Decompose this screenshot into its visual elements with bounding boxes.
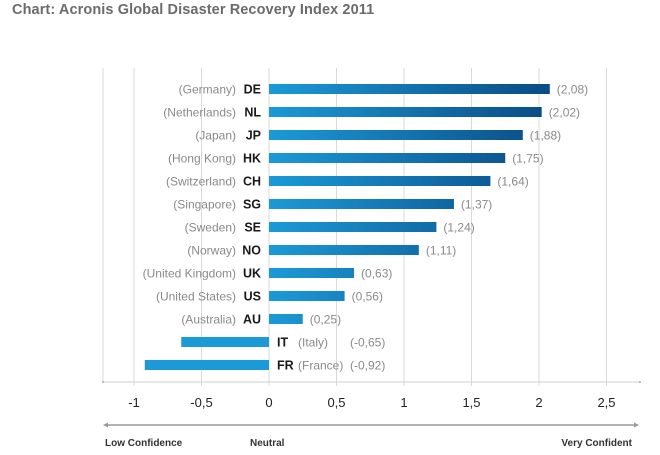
data-label: (1,88) — [530, 129, 561, 143]
category-code: AU — [243, 313, 261, 327]
bar-jp — [269, 130, 523, 140]
x-tick-label: -0,5 — [190, 395, 212, 410]
confidence-scale: Low Confidence Neutral Very Confident — [103, 422, 639, 449]
category-country: (Italy) — [298, 336, 328, 350]
category-country: (Singapore) — [173, 198, 236, 212]
data-label: (0,56) — [352, 290, 383, 304]
category-code: US — [244, 290, 261, 304]
category-country: (France) — [298, 359, 343, 373]
category-code: SE — [244, 221, 261, 235]
x-tick-label: -1 — [128, 395, 140, 410]
bar-de — [269, 84, 550, 94]
data-label: (1,64) — [497, 175, 528, 189]
category-code: NL — [244, 106, 261, 120]
x-tick-label: 2 — [535, 395, 542, 410]
data-label: (1,11) — [426, 244, 456, 258]
category-code: DE — [244, 83, 261, 97]
category-code: IT — [277, 336, 288, 350]
category-country: (Switzerland) — [166, 175, 236, 189]
data-label: (2,02) — [549, 106, 580, 120]
category-code: SG — [243, 198, 261, 212]
data-label: (1,75) — [512, 152, 543, 166]
data-label: (-0,92) — [350, 359, 385, 373]
bar-au — [269, 314, 303, 324]
category-code: NO — [242, 244, 261, 258]
x-axis: -1 -0,5 0 0,5 1 1,5 2 2,5 — [102, 381, 641, 410]
bar-ch — [269, 176, 491, 186]
bar-hk — [269, 153, 506, 163]
category-code: HK — [243, 152, 261, 166]
category-country: (United States) — [156, 290, 236, 304]
x-tick-label: 1,5 — [462, 395, 480, 410]
category-code: FR — [277, 359, 294, 373]
bar-labels: DE (Germany) (2,08) NL (Netherlands) (2,02) JP… — [143, 83, 589, 373]
bar-fr — [144, 360, 269, 370]
data-label: (1,37) — [461, 198, 492, 212]
scale-label-high: Very Confident — [561, 438, 632, 449]
bar-no — [269, 245, 419, 255]
category-country: (Hong Kong) — [168, 152, 236, 166]
x-tick-label: 0,5 — [327, 395, 345, 410]
arrow-left-icon — [103, 422, 108, 428]
data-label: (-0,65) — [350, 336, 385, 350]
category-country: (Netherlands) — [163, 106, 236, 120]
bar-se — [269, 222, 437, 232]
x-tick-label: 2,5 — [597, 395, 615, 410]
bars — [144, 84, 550, 370]
bar-it — [181, 337, 269, 347]
bar-uk — [269, 268, 355, 278]
bar-us — [269, 291, 345, 301]
bar-sg — [269, 199, 454, 209]
category-country: (Australia) — [181, 313, 236, 327]
category-code: UK — [243, 267, 261, 281]
x-tick-label: 1 — [400, 395, 407, 410]
category-code: JP — [246, 129, 261, 143]
category-country: (Japan) — [195, 129, 236, 143]
data-label: (2,08) — [557, 83, 588, 97]
arrow-right-icon — [634, 422, 639, 428]
category-country: (Sweden) — [185, 221, 236, 235]
axis-end-dot — [639, 381, 641, 383]
category-country: (Norway) — [187, 244, 236, 258]
x-tick-label: 0 — [265, 395, 272, 410]
data-label: (0,25) — [310, 313, 341, 327]
bar-nl — [269, 107, 542, 117]
axis-end-dot — [102, 381, 104, 383]
category-country: (United Kingdom) — [143, 267, 236, 281]
scale-label-neutral: Neutral — [250, 438, 285, 449]
data-label: (0,63) — [361, 267, 392, 281]
category-country: (Germany) — [179, 83, 236, 97]
chart-title: Chart: Acronis Global Disaster Recovery … — [12, 2, 375, 18]
category-code: CH — [243, 175, 261, 189]
data-label: (1,24) — [443, 221, 474, 235]
scale-label-low: Low Confidence — [105, 438, 183, 449]
